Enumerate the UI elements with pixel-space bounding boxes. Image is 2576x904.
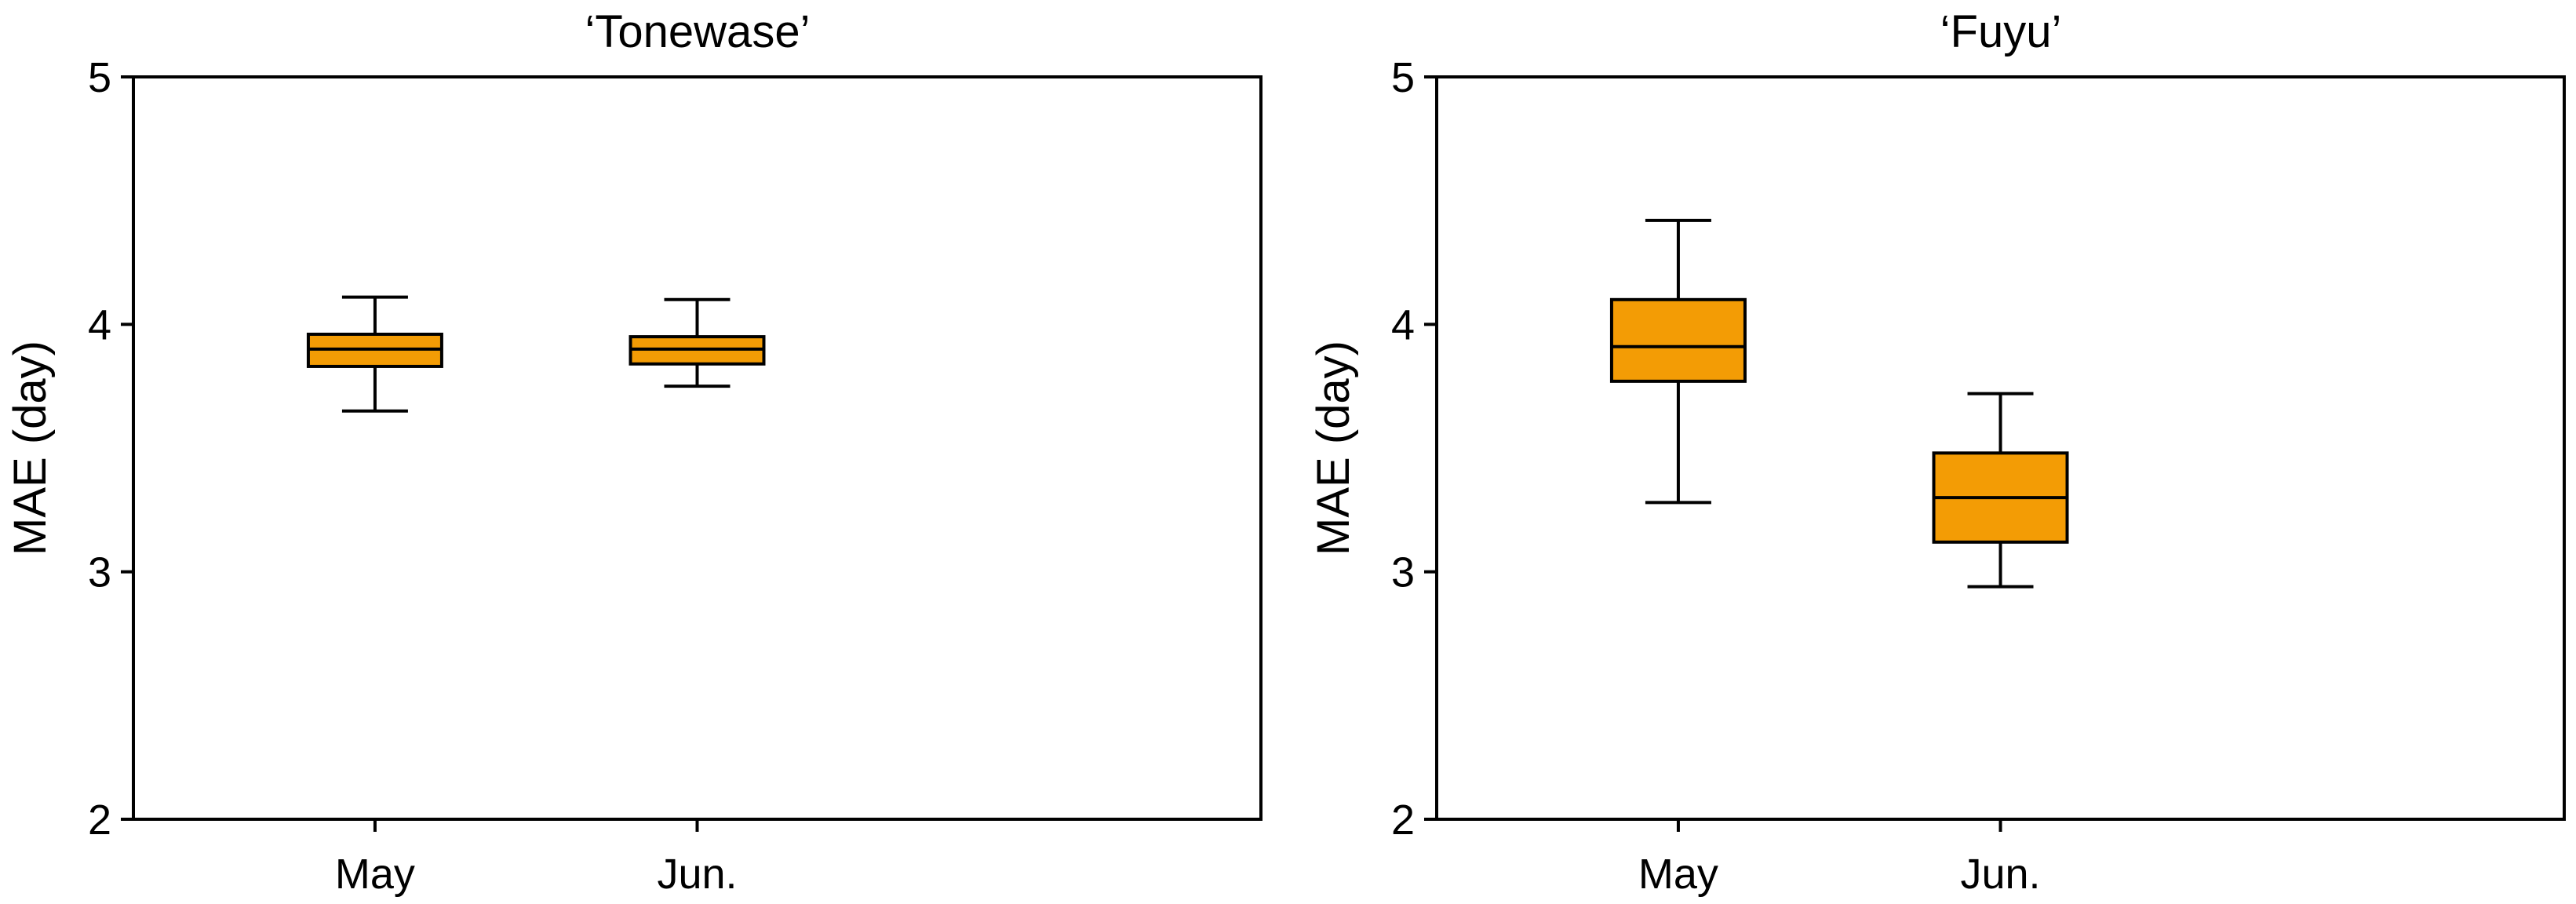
y-axis-label: MAE (day) <box>5 341 56 556</box>
x-tick-label: Jun. <box>657 851 737 898</box>
box-plot-marks: 2 3 4 5 May Jun. <box>1391 54 2069 898</box>
plot-frame <box>132 75 1262 821</box>
y-axis-label: MAE (day) <box>1308 341 1359 556</box>
y-tick-label: 4 <box>88 301 111 348</box>
x-tick-label: May <box>335 851 415 898</box>
y-tick-label: 3 <box>1391 549 1415 596</box>
chart-title: ‘Tonewase’ <box>585 6 811 57</box>
x-tick-label: May <box>1638 851 1718 898</box>
y-tick-label: 3 <box>88 549 111 596</box>
x-tick-label: Jun. <box>1960 851 2040 898</box>
box-plot-marks: 2 3 4 5 May Jun. <box>88 54 766 898</box>
chart-panel-tonewase: ‘Tonewase’ MAE (day) 2 3 4 5 May Jun. <box>5 6 1262 898</box>
y-tick-label: 5 <box>1391 54 1415 101</box>
chart-panel-fuyu: ‘Fuyu’ MAE (day) 2 3 4 5 May Jun. <box>1308 6 2566 898</box>
chart-title: ‘Fuyu’ <box>1940 6 2062 57</box>
y-tick-label: 5 <box>88 54 111 101</box>
y-tick-label: 4 <box>1391 301 1415 348</box>
y-tick-label: 2 <box>1391 796 1415 844</box>
box <box>1609 297 1747 383</box>
y-tick-label: 2 <box>88 796 111 844</box>
